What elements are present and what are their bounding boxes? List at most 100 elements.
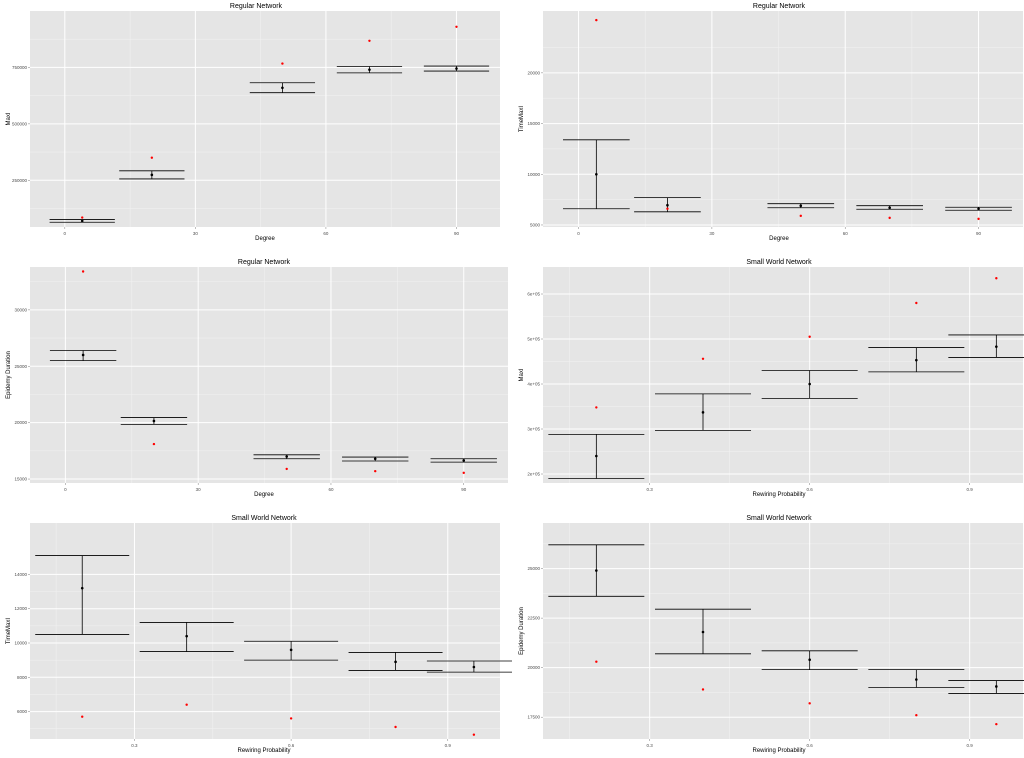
max-point xyxy=(595,406,598,409)
max-point xyxy=(888,216,891,220)
chart-regular-maxi: Regular Network 0 30 60 90 250000 500000 7500… xyxy=(6,3,500,242)
max-point xyxy=(368,39,371,42)
max-point xyxy=(701,688,705,691)
x-tick-label: 60 xyxy=(323,231,329,236)
max-point xyxy=(394,725,397,729)
max-point xyxy=(455,25,458,28)
y-tick-label: 12000 xyxy=(14,606,27,611)
mean-point xyxy=(808,658,811,662)
mean-point xyxy=(915,358,918,362)
x-tick-label: 0 xyxy=(577,231,580,236)
chart-regular-duration: Regular Network 0 30 60 90 15000 20000 25000 3… xyxy=(6,259,508,498)
y-axis-label: MaxI xyxy=(6,112,12,125)
y-tick-label: 2e+05 xyxy=(527,472,540,477)
max-point xyxy=(152,442,156,446)
mean-point xyxy=(995,685,998,688)
y-tick-label: 250000 xyxy=(12,178,28,183)
max-point xyxy=(289,717,293,720)
mean-point xyxy=(285,455,289,458)
max-point xyxy=(701,357,705,360)
chart-title: Small World Network xyxy=(746,259,812,266)
x-axis-label: Rewiring Probability xyxy=(752,492,805,498)
x-tick-label: 90 xyxy=(461,487,467,492)
mean-point xyxy=(888,206,891,210)
x-tick-label: 0.3 xyxy=(131,743,138,748)
mean-point xyxy=(462,459,466,462)
max-point xyxy=(666,207,669,210)
y-tick-label: 15000 xyxy=(527,121,540,126)
x-tick-label: 60 xyxy=(328,487,334,492)
mean-point xyxy=(666,203,669,207)
chart-smallworld-duration: Small World Network 0.3 0.6 0.9 17500 20000… xyxy=(519,515,1024,754)
x-tick-label: 0 xyxy=(64,487,67,492)
max-point xyxy=(915,714,918,717)
y-axis-label: TimeMaxI xyxy=(519,106,525,132)
x-tick-label: 30 xyxy=(193,231,199,236)
mean-point xyxy=(289,648,293,652)
max-point xyxy=(285,467,288,471)
max-point xyxy=(808,335,811,338)
mean-point xyxy=(455,67,458,70)
max-point xyxy=(81,270,85,273)
max-point xyxy=(150,156,154,159)
chart-title: Regular Network xyxy=(230,3,283,10)
max-point xyxy=(995,722,998,726)
chart-title: Small World Network xyxy=(231,515,297,522)
mean-point xyxy=(595,454,598,458)
mean-point xyxy=(701,630,705,634)
mean-point xyxy=(799,204,803,208)
x-tick-label: 90 xyxy=(976,231,982,236)
x-tick-label: 30 xyxy=(196,487,202,492)
y-tick-label: 6000 xyxy=(17,709,28,714)
max-point xyxy=(374,469,377,473)
x-axis-label: Degree xyxy=(255,236,275,242)
x-tick-label: 90 xyxy=(454,231,460,236)
x-tick-label: 0 xyxy=(64,231,67,236)
max-point xyxy=(185,703,188,706)
y-axis-label: MaxI xyxy=(519,368,525,381)
y-tick-label: 8000 xyxy=(17,675,28,680)
chart-regular-timemaxi: Regular Network 0 30 60 90 5000 10000 15000 20… xyxy=(519,3,1023,242)
y-axis-label: Epidemy Duration xyxy=(519,607,525,655)
mean-point xyxy=(152,419,156,423)
y-tick-label: 3e+05 xyxy=(527,427,540,432)
mean-point xyxy=(701,411,705,414)
y-axis-label: TimeMaxI xyxy=(6,618,12,644)
mean-point xyxy=(150,173,154,177)
x-tick-label: 0.6 xyxy=(807,487,814,492)
max-point xyxy=(995,277,998,280)
x-axis-label: Rewiring Probability xyxy=(752,748,805,754)
y-tick-label: 500000 xyxy=(12,121,28,126)
y-tick-label: 17500 xyxy=(527,715,540,720)
chart-smallworld-timemaxi: Small World Network 0.3 0.6 0.9 6000 8000 10… xyxy=(6,515,512,754)
y-tick-label: 10000 xyxy=(527,172,540,177)
chart-title: Regular Network xyxy=(238,259,291,266)
chart-title: Regular Network xyxy=(753,3,806,10)
x-tick-label: 60 xyxy=(843,231,849,236)
mean-point xyxy=(995,345,998,348)
x-tick-label: 0.9 xyxy=(967,487,974,492)
max-point xyxy=(281,62,284,65)
y-tick-label: 20000 xyxy=(527,665,540,670)
y-tick-label: 14000 xyxy=(14,572,27,577)
y-tick-label: 5e+05 xyxy=(527,337,540,342)
x-tick-label: 0.9 xyxy=(967,743,974,748)
mean-point xyxy=(977,207,980,211)
mean-point xyxy=(472,665,476,669)
mean-point xyxy=(368,68,371,71)
x-tick-label: 0.3 xyxy=(647,743,654,748)
x-tick-label: 0.6 xyxy=(807,743,814,748)
max-point xyxy=(81,715,84,718)
chart-smallworld-maxi: Small World Network 0.3 0.6 0.9 2e+05 3e+05… xyxy=(519,259,1024,498)
x-tick-label: 0.9 xyxy=(445,743,452,748)
x-tick-label: 0.6 xyxy=(288,743,295,748)
mean-point xyxy=(394,660,397,664)
mean-point xyxy=(373,457,377,461)
max-point xyxy=(472,733,476,736)
y-tick-label: 10000 xyxy=(14,641,27,646)
mean-point xyxy=(915,678,918,681)
max-point xyxy=(595,18,598,22)
x-axis-label: Degree xyxy=(769,236,789,242)
max-point xyxy=(808,702,811,705)
x-axis-label: Degree xyxy=(254,492,274,498)
